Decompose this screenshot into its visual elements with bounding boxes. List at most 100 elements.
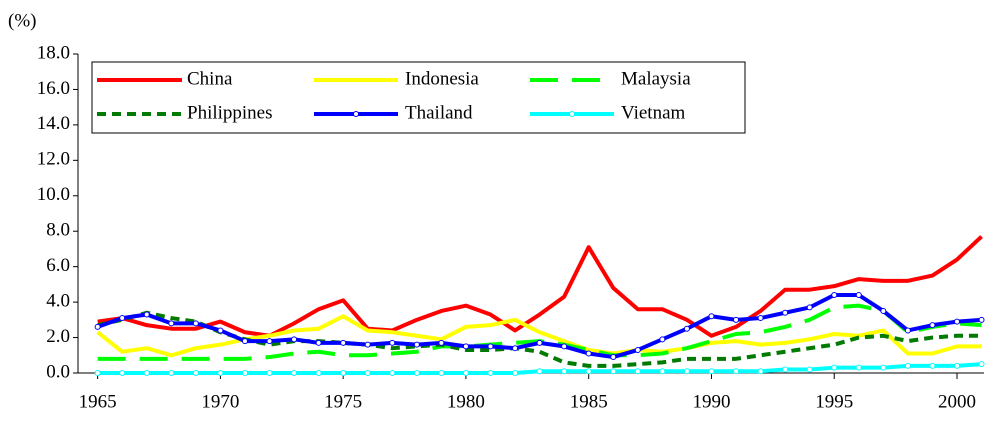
point-marker [241, 338, 248, 345]
point-marker [806, 366, 813, 373]
point-marker [831, 364, 838, 371]
point-marker [904, 327, 911, 334]
point-marker [561, 343, 568, 350]
point-marker [733, 368, 740, 375]
y-tick-label: 16.0 [37, 78, 70, 99]
y-tick-label: 18.0 [37, 42, 70, 63]
point-marker [119, 315, 126, 322]
y-tick-label: 2.0 [46, 326, 70, 347]
point-marker [953, 318, 960, 325]
y-tick-label: 0.0 [46, 361, 70, 382]
x-tick-label: 2000 [938, 391, 976, 412]
point-marker [168, 370, 175, 376]
point-marker [806, 304, 813, 311]
point-marker [291, 370, 298, 376]
point-marker [782, 366, 789, 373]
series-line [97, 235, 983, 338]
x-tick-label: 1995 [815, 391, 853, 412]
point-marker [143, 311, 150, 318]
point-marker [855, 292, 862, 299]
point-marker [512, 345, 519, 352]
point-marker [782, 309, 789, 316]
legend: China Indonesia Malaysia Philippines Thailan… [91, 61, 746, 134]
point-marker [880, 307, 887, 314]
point-marker [340, 339, 347, 346]
point-marker [364, 370, 371, 376]
y-tick-label: 4.0 [46, 290, 70, 311]
point-marker [733, 316, 740, 323]
point-marker [757, 315, 764, 322]
x-tick-label: 1965 [79, 391, 117, 412]
point-marker [659, 368, 666, 375]
point-marker [855, 364, 862, 371]
point-marker [683, 368, 690, 375]
point-marker [94, 370, 101, 376]
point-marker [536, 368, 543, 375]
point-marker [217, 370, 224, 376]
point-marker [192, 320, 199, 327]
point-marker [241, 370, 248, 376]
point-marker [94, 323, 101, 330]
point-marker [291, 336, 298, 343]
legend-label: Thailand [405, 102, 473, 123]
point-marker [610, 354, 617, 361]
y-tick-label: 14.0 [37, 113, 70, 134]
point-marker [389, 370, 396, 376]
point-marker [978, 316, 985, 323]
legend-label: Philippines [187, 102, 273, 123]
point-marker [413, 370, 420, 376]
point-marker [487, 370, 494, 376]
point-marker [757, 368, 764, 375]
point-marker [683, 325, 690, 332]
point-marker [168, 320, 175, 327]
x-tick-label: 1970 [201, 391, 239, 412]
y-axis-label: (%) [8, 10, 36, 31]
point-marker [266, 370, 273, 376]
point-marker [438, 339, 445, 346]
point-marker [192, 370, 199, 376]
point-marker [561, 368, 568, 375]
point-marker [953, 362, 960, 369]
y-tick-label: 6.0 [46, 255, 70, 276]
point-marker [536, 339, 543, 346]
legend-marker [569, 111, 575, 117]
point-marker [978, 361, 985, 368]
point-marker [610, 368, 617, 375]
legend-box [91, 61, 746, 134]
point-marker [708, 313, 715, 320]
y-tick-label: 8.0 [46, 220, 70, 241]
point-marker [462, 370, 469, 376]
legend-label: Malaysia [621, 68, 691, 89]
point-marker [266, 338, 273, 345]
x-tick-label: 1990 [692, 391, 730, 412]
point-marker [904, 362, 911, 369]
point-marker [487, 343, 494, 350]
x-tick-label: 1980 [447, 391, 485, 412]
point-marker [413, 341, 420, 348]
point-marker [340, 370, 347, 376]
point-marker [659, 336, 666, 343]
point-marker [880, 364, 887, 371]
point-marker [315, 370, 322, 376]
legend-label: China [187, 68, 233, 89]
legend-label: Vietnam [621, 102, 686, 123]
point-marker [585, 350, 592, 357]
x-tick-label: 1985 [570, 391, 608, 412]
point-marker [462, 343, 469, 350]
legend-marker [353, 111, 359, 117]
point-marker [389, 339, 396, 346]
point-marker [831, 292, 838, 299]
point-marker [143, 370, 150, 376]
legend-label: Indonesia [405, 68, 479, 89]
point-marker [634, 346, 641, 353]
y-tick-label: 12.0 [37, 149, 70, 170]
point-marker [217, 327, 224, 334]
point-marker [708, 368, 715, 375]
point-marker [929, 322, 936, 329]
point-marker [438, 370, 445, 376]
point-marker [634, 368, 641, 375]
point-marker [512, 370, 519, 376]
y-tick-label: 10.0 [37, 184, 70, 205]
point-marker [119, 370, 126, 376]
